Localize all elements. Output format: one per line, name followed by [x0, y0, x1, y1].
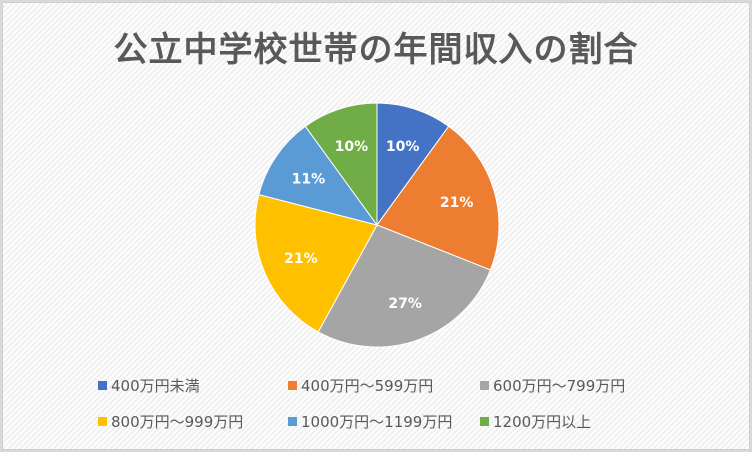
slice-data-label: 27%: [388, 296, 422, 312]
pie-chart: 10% 21% 27% 21% 11% 10%: [247, 97, 507, 357]
slice-data-label: 10%: [386, 139, 420, 155]
legend-item-2: 600万円～799万円: [480, 375, 625, 396]
slice-data-label: 10%: [335, 139, 369, 155]
pie-svg: 10% 21% 27% 21% 11% 10%: [254, 102, 500, 348]
slice-data-label: 11%: [292, 171, 326, 187]
legend-label: 400万円未満: [111, 377, 200, 395]
legend-item-0: 400万円未満: [98, 375, 200, 396]
pie-slice: [376, 102, 450, 227]
legend-label: 600万円～799万円: [493, 377, 626, 395]
pie-slice: [317, 224, 492, 348]
pie-slice: [254, 194, 378, 333]
slice-data-label: 21%: [284, 251, 318, 267]
pie-slice: [376, 125, 500, 271]
legend-label: 400万円～599万円: [301, 377, 434, 395]
legend-item-3: 800万円～999万円: [98, 411, 243, 432]
chart-title: 公立中学校世帯の年間収入の割合: [113, 30, 639, 70]
slice-data-label: 21%: [440, 195, 474, 211]
pie-slice: [258, 125, 379, 226]
legend-item-4: 1000万円～1199万円: [288, 411, 452, 432]
legend-swatch-icon: [288, 417, 297, 426]
legend-swatch-icon: [480, 417, 489, 426]
legend-swatch-icon: [480, 381, 489, 390]
legend-label: 1200万円以上: [493, 413, 592, 431]
legend-swatch-icon: [98, 381, 107, 390]
legend-swatch-icon: [98, 417, 107, 426]
legend-swatch-icon: [288, 381, 297, 390]
legend-item-1: 400万円～599万円: [288, 375, 433, 396]
legend-label: 800万円～999万円: [111, 413, 244, 431]
legend-item-5: 1200万円以上: [480, 411, 591, 432]
pie-slice: [304, 102, 378, 227]
legend-label: 1000万円～1199万円: [301, 413, 453, 431]
